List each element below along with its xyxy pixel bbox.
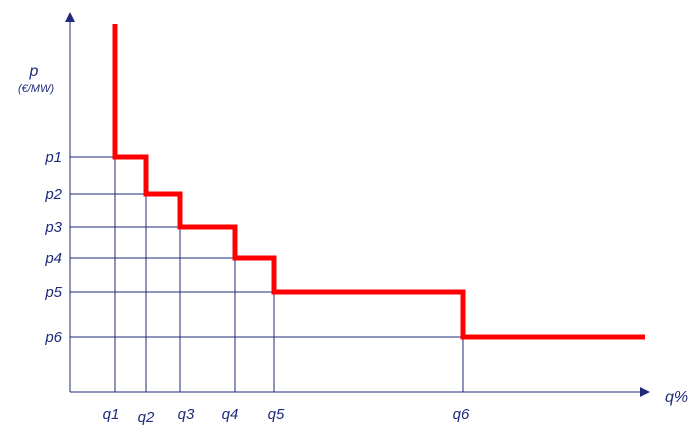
x-tick-label-q6: q6	[453, 406, 470, 423]
y-tick-labels: p1 p2 p3 p4 p5 p6	[44, 149, 62, 346]
y-tick-label-p3: p3	[44, 219, 62, 236]
y-tick-label-p2: p2	[44, 186, 62, 203]
x-tick-label-q4: q4	[222, 406, 239, 423]
y-axis-label: p	[29, 63, 39, 80]
supply-step-curve	[112, 24, 645, 340]
x-tick-label-q5: q5	[268, 406, 285, 423]
x-tick-label-q3: q3	[178, 406, 195, 423]
x-axis-label: q%	[665, 389, 688, 406]
x-tick-labels: q1 q2 q3 q4 q5 q6	[103, 406, 470, 426]
x-tick-label-q1: q1	[103, 406, 120, 423]
reference-grid	[70, 156, 464, 392]
y-tick-label-p4: p4	[44, 250, 62, 267]
y-tick-label-p6: p6	[44, 329, 62, 346]
y-tick-label-p5: p5	[44, 284, 62, 301]
y-axis-unit-label: (€/MW)	[18, 83, 54, 95]
x-tick-label-q2: q2	[138, 409, 155, 426]
y-tick-label-p1: p1	[44, 149, 62, 166]
